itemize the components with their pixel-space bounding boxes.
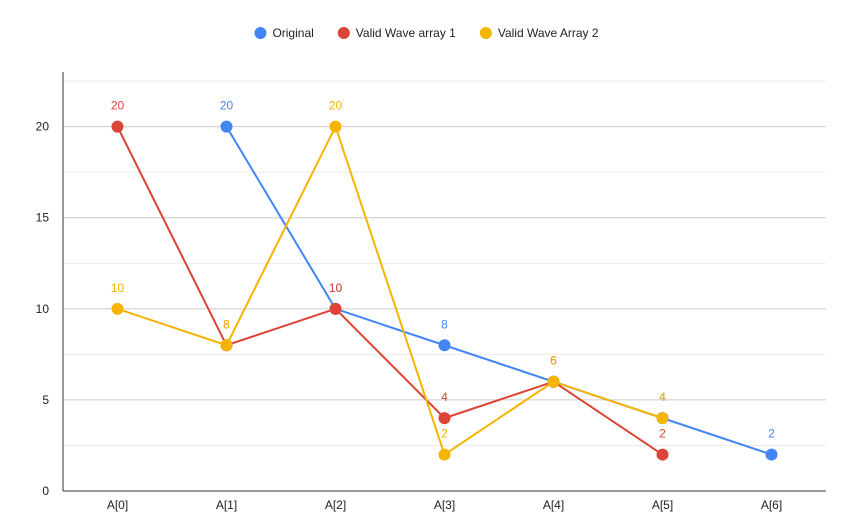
x-tick-label: A[2] xyxy=(325,498,346,512)
series-line xyxy=(116,126,664,456)
data-label: 2 xyxy=(441,427,448,441)
data-point xyxy=(438,448,451,461)
gridlines xyxy=(63,80,826,446)
legend-label: Valid Wave Array 2 xyxy=(498,26,599,40)
data-point xyxy=(438,339,451,352)
series-2: 20 8 10 4 6 2 xyxy=(111,99,669,461)
y-axis-ticks: 0 5 10 15 20 xyxy=(36,120,50,498)
axes xyxy=(62,72,826,492)
series-line xyxy=(225,126,772,456)
legend-label: Valid Wave array 1 xyxy=(356,26,456,40)
data-label: 10 xyxy=(329,281,343,295)
data-label: 10 xyxy=(329,281,343,295)
data-point xyxy=(656,412,669,425)
data-label: 10 xyxy=(111,281,125,295)
data-label: 6 xyxy=(550,354,557,368)
data-label: 4 xyxy=(659,390,666,404)
legend-item-1[interactable]: Original xyxy=(254,26,314,40)
data-point xyxy=(438,412,451,425)
legend-label: Original xyxy=(272,26,313,40)
data-label: 8 xyxy=(223,317,230,331)
series-3: 10 8 20 2 6 4 xyxy=(111,99,669,461)
series-line xyxy=(117,125,663,456)
data-label: 2 xyxy=(659,427,666,441)
x-axis-ticks: A[0] A[1] A[2] A[3] A[4] A[5] A[6] xyxy=(107,498,782,512)
legend-item-3[interactable]: Valid Wave Array 2 xyxy=(479,26,599,40)
legend: Original Valid Wave array 1 Valid Wave Arr… xyxy=(254,26,599,40)
x-tick-label: A[4] xyxy=(543,498,564,512)
data-label: 6 xyxy=(550,354,557,368)
data-point xyxy=(329,120,342,133)
x-tick-label: A[1] xyxy=(216,498,237,512)
data-point xyxy=(656,448,669,461)
y-tick-label: 0 xyxy=(42,484,49,498)
data-label: 8 xyxy=(223,317,230,331)
y-tick-label: 5 xyxy=(42,393,49,407)
data-point xyxy=(547,375,560,388)
y-tick-label: 20 xyxy=(36,120,50,134)
x-tick-label: A[5] xyxy=(652,498,673,512)
data-point xyxy=(765,448,778,461)
y-tick-label: 10 xyxy=(36,302,50,316)
data-point xyxy=(220,339,233,352)
legend-item-2[interactable]: Valid Wave array 1 xyxy=(337,26,456,40)
x-tick-label: A[6] xyxy=(761,498,782,512)
series-1: 20 10 8 6 4 2 xyxy=(220,99,778,461)
data-point xyxy=(329,302,342,315)
legend-marker xyxy=(337,27,350,39)
data-label: 8 xyxy=(441,317,448,331)
data-label: 20 xyxy=(329,99,343,113)
data-label: 4 xyxy=(441,390,448,404)
data-label: 4 xyxy=(659,390,666,404)
data-point xyxy=(111,302,124,315)
y-tick-label: 15 xyxy=(36,211,50,225)
x-tick-label: A[0] xyxy=(107,498,128,512)
data-point xyxy=(220,120,233,133)
data-label: 20 xyxy=(111,99,125,113)
data-point xyxy=(111,120,124,133)
x-tick-label: A[3] xyxy=(434,498,455,512)
legend-marker xyxy=(479,27,492,39)
data-label: 2 xyxy=(768,427,775,441)
legend-marker xyxy=(254,27,267,39)
data-label: 20 xyxy=(220,99,234,113)
data-label: 6 xyxy=(550,354,557,368)
